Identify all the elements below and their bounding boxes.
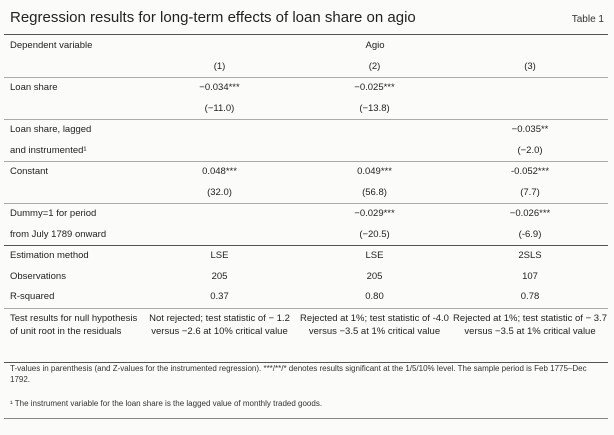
coefficient-cell: -0.052*** [511,166,550,177]
table-row: Estimation method LSE LSE 2SLS [4,246,608,267]
column-header-3: (3) [452,56,609,78]
coefficient-cell: 0.049*** [357,166,392,177]
coefficient-cell: −0.029*** [354,208,395,219]
table-row: Constant 0.048*** 0.049*** -0.052*** [4,162,608,183]
column-header-1: (1) [142,56,297,78]
table-row: (1) (2) (3) [4,56,609,78]
row-label: Constant [10,166,49,177]
row-label: Test results for null hypothesis of unit… [4,308,142,363]
t-value-cell: (−11.0) [142,98,297,120]
table-note: T-values in parenthesis (and Z-values fo… [10,364,587,384]
coefficient-cell [297,120,452,141]
table-row: Observations 205 205 107 [4,267,608,288]
table-header: Regression results for long-term effects… [4,8,608,35]
table-cell: LSE [365,250,384,261]
coefficient-cell: −0.026*** [509,208,551,219]
coefficient-cell: −0.035** [511,124,549,135]
table-cell: Rejected at 1%; test statistic of − 3.7 … [452,308,609,363]
table-cell: 205 [211,270,228,282]
coefficient-cell: −0.034*** [199,82,240,93]
table-row: Dependent variable Agio [4,36,608,57]
table-row: Test results for null hypothesis of unit… [4,308,609,363]
table-cell: 107 [522,270,538,282]
coefficient-cell [142,204,297,225]
coefficient-cell: −0.025*** [354,82,395,93]
t-value-cell: (-6.9) [452,224,609,246]
table-row: Loan share −0.034*** −0.025*** [4,78,608,99]
table-cell [4,182,142,204]
table-cell: 0.78 [452,287,609,309]
table-row: R-squared 0.37 0.80 0.78 [4,287,609,309]
table-cell [4,56,142,78]
table-row: from July 1789 onward (−20.5) (-6.9) [4,224,609,246]
table-row: (32.0) (56.8) (7.7) [4,182,609,204]
coefficient-cell: 0.048*** [202,166,237,177]
t-value-cell [142,140,297,162]
t-value-cell: (−20.5) [297,224,452,246]
instrument-footnote: ¹ The instrument variable for the loan s… [10,399,323,408]
row-label: Observations [10,270,66,282]
table-row: Loan share, lagged −0.035** [4,120,608,141]
t-value-cell: (−13.8) [297,98,452,120]
t-value-cell [297,140,452,162]
row-label: R-squared [4,287,142,309]
t-value-cell [452,98,609,120]
table-cell: Rejected at 1%; test statistic of -4.0 v… [297,308,452,363]
coefficient-cell [452,78,608,99]
t-value-cell: (56.8) [297,182,452,204]
row-label: and instrumented¹ [4,140,142,162]
row-label: Loan share, lagged [10,124,92,135]
coefficient-cell [142,120,297,141]
row-label: Estimation method [10,250,89,261]
table-title: Regression results for long-term effects… [10,9,416,26]
bottom-divider [4,418,608,419]
table-cell: Not rejected; test statistic of − 1.2 ve… [142,308,297,363]
table-row: (−11.0) (−13.8) [4,98,609,120]
t-value-cell: (32.0) [142,182,297,204]
t-value-cell: (7.7) [452,182,609,204]
table-cell: 2SLS [518,250,542,261]
table-cell: 205 [366,270,383,282]
dependent-variable-label: Dependent variable [10,40,93,51]
table-row: Dummy=1 for period −0.029*** −0.026*** [4,204,608,225]
regression-table: Dependent variable Agio (1) (2) (3) Loan… [4,36,609,363]
row-label: Dummy=1 for period [10,208,97,219]
table-row: and instrumented¹ (−2.0) [4,140,609,162]
table-cell: LSE [210,250,229,261]
t-value-cell [142,224,297,246]
table-cell: 0.37 [142,287,297,309]
table-cell [4,98,142,120]
row-label: Loan share [10,82,58,93]
row-label: from July 1789 onward [4,224,142,246]
t-value-cell: (−2.0) [452,140,609,162]
table-cell: 0.80 [297,287,452,309]
table-number: Table 1 [571,14,604,25]
column-header-2: (2) [297,56,452,78]
dependent-variable-value: Agio [365,40,385,51]
